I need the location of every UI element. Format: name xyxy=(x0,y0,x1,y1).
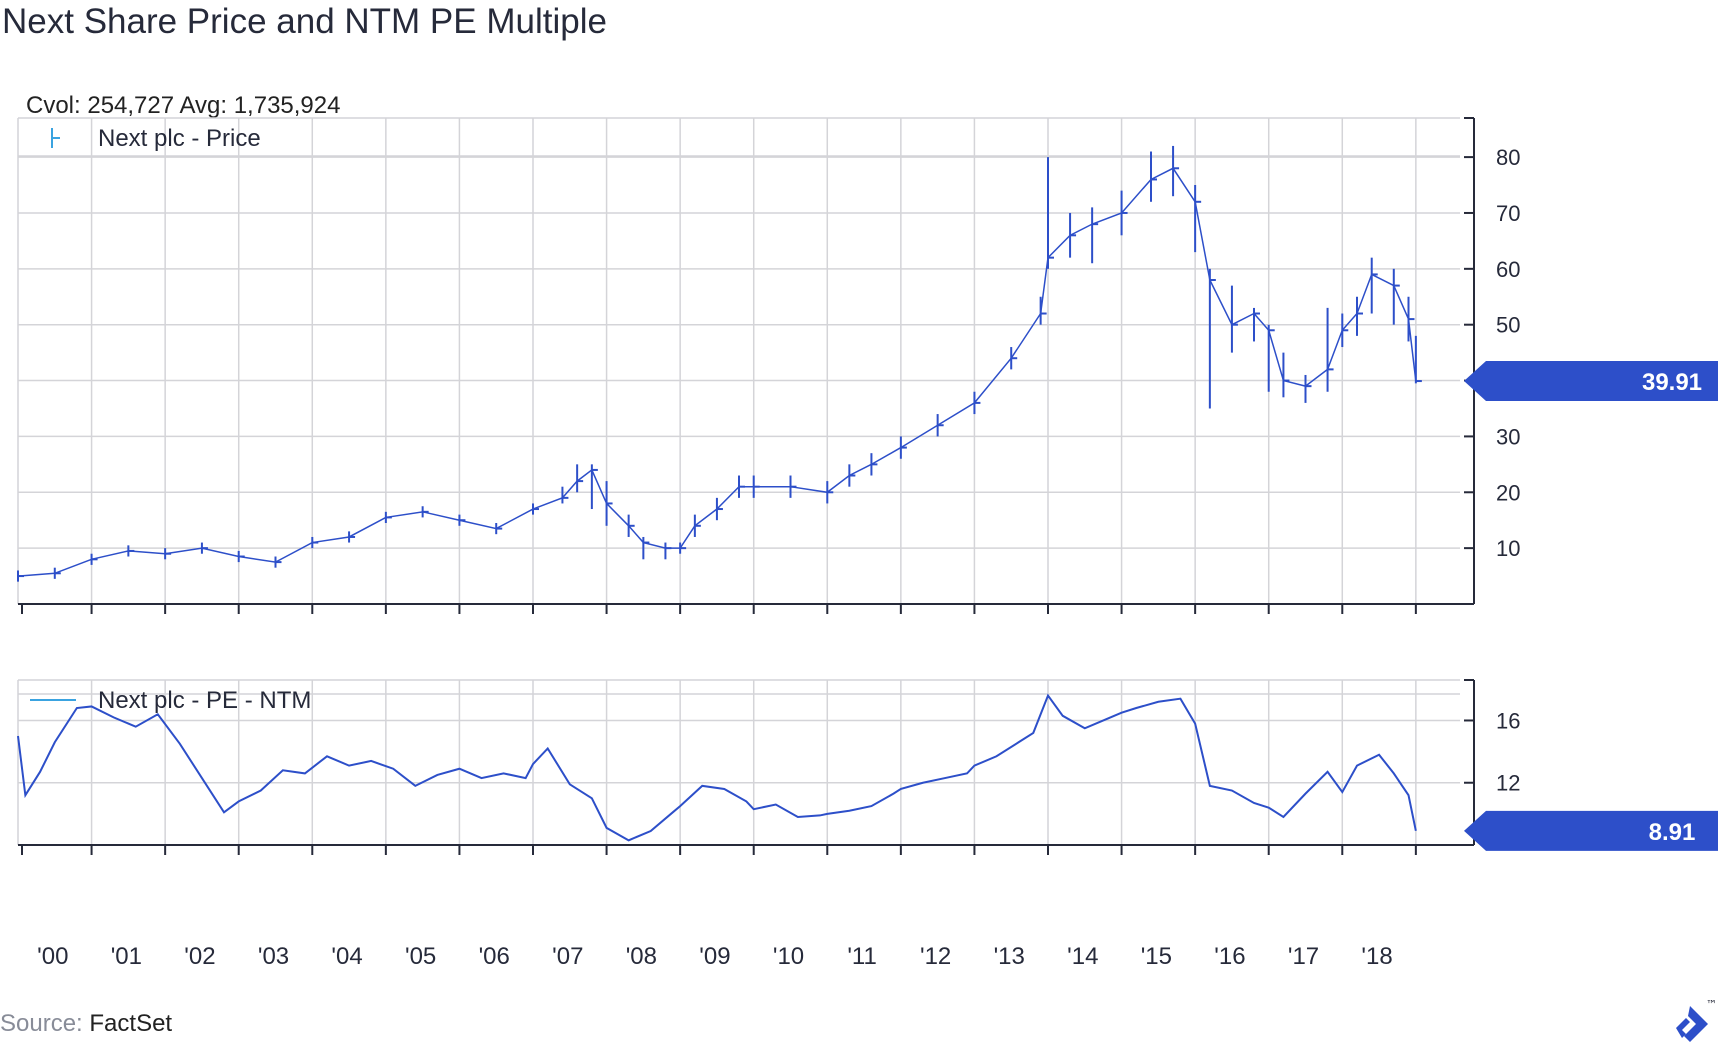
x-tick-label-18: '18 xyxy=(1361,943,1392,970)
y-tick-label-6: 70 xyxy=(1496,201,1520,226)
legend-label: Next plc - PE - NTM xyxy=(98,687,311,714)
x-tick-label-9: '09 xyxy=(699,943,730,970)
x-tick-label-14: '14 xyxy=(1067,943,1098,970)
y-tick-label-5: 60 xyxy=(1496,257,1520,282)
volume-label: Cvol: 254,727 Avg: 1,735,924 xyxy=(26,92,341,119)
x-tick-label-7: '07 xyxy=(552,943,583,970)
y-tick-label-0: 12 xyxy=(1496,771,1520,796)
x-tick-label-2: '02 xyxy=(184,943,215,970)
x-tick-label-6: '06 xyxy=(479,943,510,970)
x-tick-label-0: '00 xyxy=(37,943,68,970)
chart-title: Next Share Price and NTM PE Multiple xyxy=(2,2,607,41)
last-value-callout xyxy=(1464,810,1718,851)
last-value-label: 8.91 xyxy=(1649,819,1696,846)
x-tick-label-4: '04 xyxy=(331,943,362,970)
x-tick-label-8: '08 xyxy=(626,943,657,970)
last-value-callout xyxy=(1464,361,1718,402)
y-tick-label-1: 20 xyxy=(1496,480,1520,505)
last-value-label: 39.91 xyxy=(1642,369,1702,396)
toptal-logo-icon: ™ xyxy=(1676,998,1716,1042)
x-tick-label-5: '05 xyxy=(405,943,436,970)
x-tick-label-12: '12 xyxy=(920,943,951,970)
y-tick-label-4: 50 xyxy=(1496,313,1520,338)
x-tick-label-10: '10 xyxy=(773,943,804,970)
legend-label: Next plc - Price xyxy=(98,125,261,152)
x-tick-label-1: '01 xyxy=(111,943,142,970)
y-tick-label-2: 30 xyxy=(1496,424,1520,449)
y-tick-label-7: 80 xyxy=(1496,145,1520,170)
x-tick-label-13: '13 xyxy=(994,943,1025,970)
trademark-mark: ™ xyxy=(1706,998,1716,1011)
y-tick-label-0: 10 xyxy=(1496,536,1520,561)
source-label: Source: xyxy=(0,1010,83,1037)
x-tick-label-17: '17 xyxy=(1288,943,1319,970)
x-tick-label-3: '03 xyxy=(258,943,289,970)
x-tick-label-11: '11 xyxy=(847,943,877,970)
x-tick-label-16: '16 xyxy=(1214,943,1245,970)
source-value: FactSet xyxy=(89,1010,173,1037)
y-tick-label-1: 16 xyxy=(1496,708,1520,733)
x-tick-label-15: '15 xyxy=(1141,943,1172,970)
pe-line xyxy=(17,693,1417,842)
price-bars xyxy=(17,145,1422,582)
price-line xyxy=(17,167,1417,577)
source-note: Source: FactSet xyxy=(0,1010,172,1038)
